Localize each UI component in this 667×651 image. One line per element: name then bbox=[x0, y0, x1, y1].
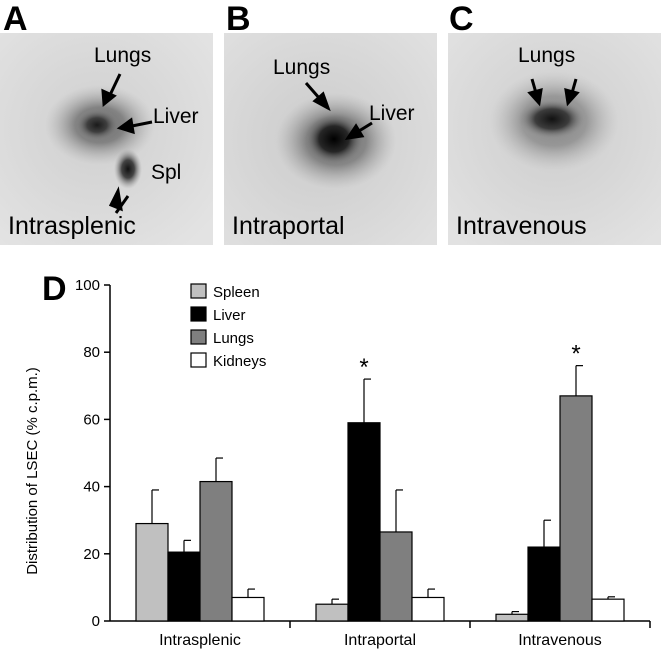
significance-asterisk: * bbox=[571, 341, 580, 368]
legend-swatch bbox=[190, 329, 207, 345]
y-tick-label: 60 bbox=[83, 411, 100, 428]
legend-swatch bbox=[190, 352, 207, 368]
legend-label: Lungs bbox=[213, 330, 254, 347]
legend-label: Spleen bbox=[213, 284, 260, 301]
label-lungs: Lungs bbox=[273, 56, 331, 79]
x-tick-label: Intravenous bbox=[518, 632, 602, 649]
label-lungs: Lungs bbox=[518, 44, 576, 67]
scintigraphy-image-intraportal: Lungs Liver Intraportal bbox=[224, 33, 437, 245]
panel-letter-b: B bbox=[226, 0, 251, 38]
legend-label: Liver bbox=[213, 307, 246, 324]
y-tick-label: 40 bbox=[83, 479, 100, 496]
route-label-intravenous: Intravenous bbox=[456, 212, 587, 240]
image-intravenous-graphic bbox=[448, 33, 661, 245]
chart-bars: * * bbox=[135, 341, 625, 622]
image-intraportal-graphic bbox=[224, 33, 437, 245]
legend-label: Kidneys bbox=[213, 353, 266, 370]
panel-letter-d: D bbox=[42, 270, 67, 308]
bar bbox=[199, 480, 233, 622]
y-tick-label: 80 bbox=[83, 344, 100, 361]
lsec-distribution-bar-chart: D 0 20 40 60 80 100 Intrasplenic Intraportal Int… bbox=[24, 270, 651, 649]
bar bbox=[527, 546, 561, 622]
bar bbox=[167, 551, 201, 622]
label-liver: Liver bbox=[369, 102, 415, 125]
legend-swatch bbox=[190, 306, 207, 322]
route-label-intrasplenic: Intrasplenic bbox=[8, 212, 136, 240]
y-tick-label: 20 bbox=[83, 546, 100, 563]
bar bbox=[315, 603, 349, 622]
image-intrasplenic-graphic bbox=[0, 33, 213, 245]
y-tick-label: 100 bbox=[75, 277, 100, 294]
bar bbox=[411, 596, 445, 622]
panel-letter-a: A bbox=[3, 0, 28, 38]
label-spleen: Spl bbox=[151, 161, 182, 184]
bar bbox=[559, 395, 593, 622]
route-label-intraportal: Intraportal bbox=[232, 212, 345, 240]
bar bbox=[495, 613, 529, 622]
significance-asterisk: * bbox=[359, 354, 368, 381]
y-tick-label: 0 bbox=[92, 613, 100, 630]
label-lungs: Lungs bbox=[94, 44, 152, 67]
scintigraphy-image-intravenous: Lungs Intravenous bbox=[448, 33, 661, 245]
bar bbox=[379, 531, 413, 622]
x-tick-label: Intrasplenic bbox=[159, 632, 241, 649]
y-axis-label: Distribution of LSEC (% c.p.m.) bbox=[24, 367, 41, 575]
panel-letter-c: C bbox=[449, 0, 474, 38]
bar bbox=[347, 422, 381, 622]
x-tick-label: Intraportal bbox=[344, 632, 416, 649]
label-liver: Liver bbox=[153, 105, 199, 128]
legend-swatch bbox=[190, 283, 207, 299]
bar bbox=[591, 598, 625, 622]
bar bbox=[135, 522, 169, 622]
bar bbox=[231, 596, 265, 622]
scintigraphy-image-intrasplenic: Lungs Liver Spl Intrasplenic bbox=[0, 33, 213, 245]
chart-legend: Spleen Liver Lungs Kidneys bbox=[190, 283, 266, 370]
